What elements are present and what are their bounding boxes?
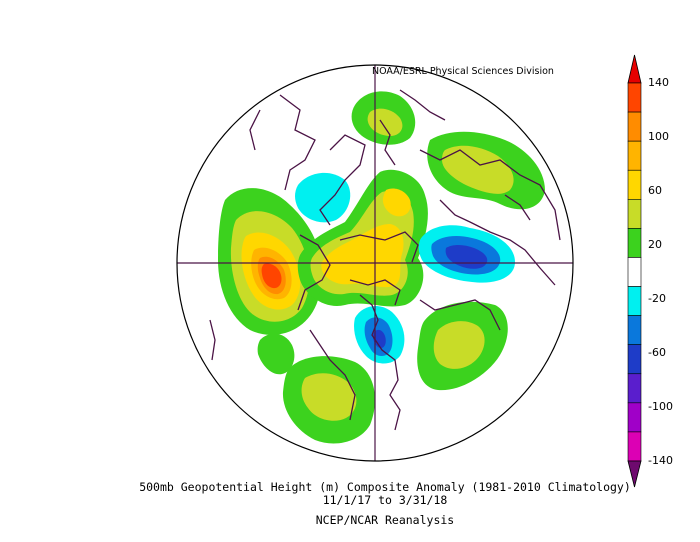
colorbar-tick-60: 60 (648, 184, 662, 197)
credit-label: NOAA/ESRL Physical Sciences Division (372, 66, 554, 77)
colorbar-band-top (627, 54, 642, 84)
colorbar-tick-minus100: -100 (648, 400, 673, 413)
colorbar-band-5 (627, 199, 642, 229)
colorbar-band-8 (627, 286, 642, 316)
colorbar-band-4 (627, 169, 642, 200)
anomaly-arctic-yellow-north (382, 188, 411, 217)
colorbar-band-7 (627, 257, 642, 287)
colorbar-tick-minus60: -60 (648, 346, 666, 359)
colorbar-tick-20: 20 (648, 238, 662, 251)
colorbar-band-10 (627, 344, 642, 375)
caption-title: 500mb Geopotential Height (m) Composite … (139, 480, 631, 494)
anomaly-greenland-lime (367, 108, 403, 136)
colorbar-tick-minus20: -20 (648, 292, 666, 305)
colorbar-band-9 (627, 315, 642, 345)
coastlines (209, 89, 561, 431)
anomaly-baffin-deepblue (373, 329, 386, 348)
colorbar-tick-100: 100 (648, 130, 669, 143)
anomaly-subtropic-lime (301, 373, 357, 421)
colorbar-band-2 (627, 111, 642, 142)
colorbar-band-6 (627, 228, 642, 258)
map-border (176, 64, 574, 462)
caption-dates: 11/1/17 to 3/31/18 (322, 493, 448, 507)
anomaly-tropic-green-band (257, 333, 295, 375)
colorbar-band-1 (627, 82, 642, 113)
colorbar-tick-minus140: -140 (648, 454, 673, 467)
anomaly-pacific-red (261, 263, 282, 289)
colorbar-tick-140: 140 (648, 76, 669, 89)
colorbar-band-11 (627, 373, 642, 404)
colorbar (627, 54, 642, 488)
colorbar-band-3 (627, 140, 642, 171)
colorbar-band-12 (627, 402, 642, 433)
caption-source: NCEP/NCAR Reanalysis (315, 513, 455, 527)
anomaly-europe-cyan (295, 172, 351, 223)
anomaly-atlantic-lime (433, 321, 485, 369)
anomaly-asia-lime (442, 145, 514, 194)
colorbar-band-13 (627, 431, 642, 462)
colorbar-band-bottom (627, 460, 642, 488)
